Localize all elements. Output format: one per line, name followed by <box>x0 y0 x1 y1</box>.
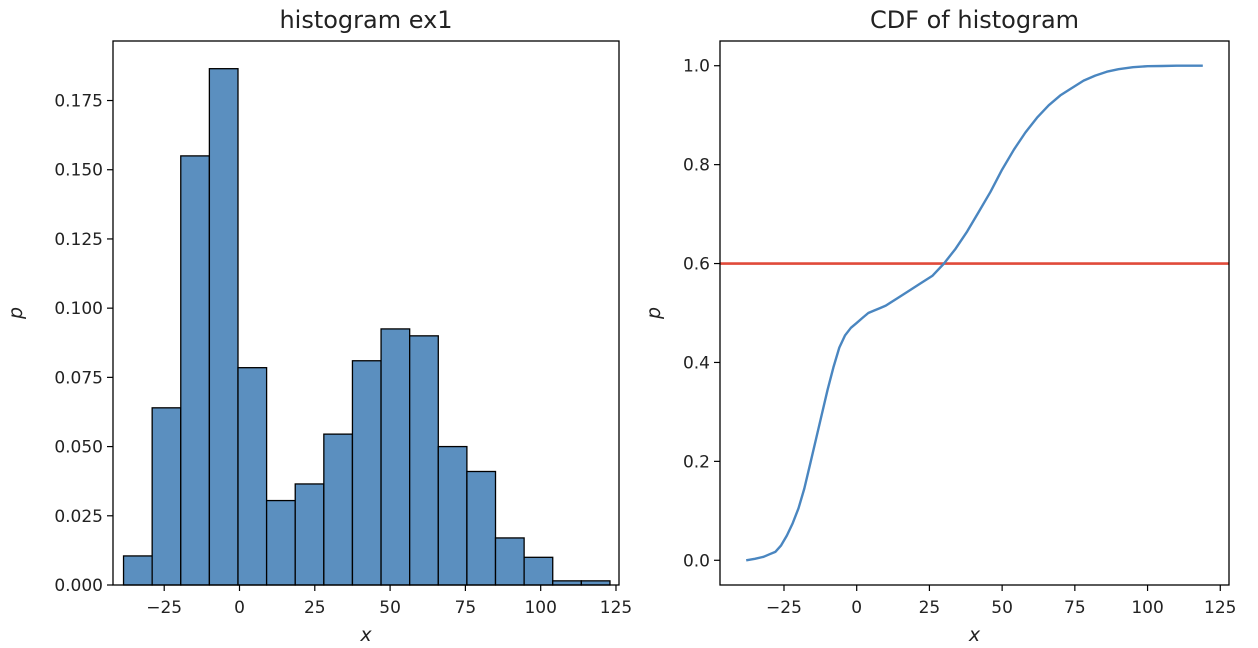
histogram-bar-1 <box>151 407 182 586</box>
y-tick-label: 0.100 <box>54 299 103 319</box>
axes-frame <box>112 40 620 586</box>
chart-title: histogram ex1 <box>279 6 452 34</box>
x-axis-label: x <box>968 624 981 646</box>
histogram-bar-3 <box>208 68 239 586</box>
histogram-bar-13 <box>494 537 525 586</box>
histogram-bar-14 <box>523 556 554 586</box>
y-tick-label: 0.025 <box>54 507 103 527</box>
histogram-bar-4 <box>237 367 268 586</box>
y-tick-label: 0.175 <box>54 92 103 112</box>
histogram-bar-10 <box>409 335 439 586</box>
y-tick-label: 0.0 <box>683 551 710 571</box>
x-tick-label: 100 <box>524 598 556 618</box>
y-tick-label: 0.050 <box>54 438 103 458</box>
histogram-bar-0 <box>122 555 153 586</box>
y-tick-label: 0.6 <box>683 255 710 275</box>
histogram-bar-9 <box>380 328 411 586</box>
y-axis-label: p <box>643 307 665 320</box>
x-tick-label: 50 <box>991 598 1013 618</box>
x-tick-label: 50 <box>379 598 401 618</box>
y-tick-label: 0.000 <box>54 576 103 596</box>
y-tick-label: 0.125 <box>54 230 103 250</box>
histogram-bar-8 <box>351 360 382 586</box>
axes-frame <box>719 40 1230 586</box>
cdf-line <box>745 64 1203 562</box>
x-axis-label: x <box>359 624 372 646</box>
histogram-bar-12 <box>466 470 497 586</box>
y-axis-label: p <box>5 307 27 320</box>
histogram-bar-6 <box>294 483 325 586</box>
x-tick-label: 125 <box>1204 598 1236 618</box>
y-tick-label: 1.0 <box>683 57 710 77</box>
y-tick-label: 0.4 <box>683 353 710 373</box>
cdf-panel: −25 0 25 50 75 100 125 0.0 0.2 0.4 0.6 0.8 1.0 CDF of… <box>643 6 1237 646</box>
x-tick-label: 75 <box>455 598 477 618</box>
x-tick-label: 25 <box>919 598 941 618</box>
histogram-bar-11 <box>437 445 468 586</box>
x-tick-label: 0 <box>851 598 862 618</box>
y-tick-label: 0.8 <box>683 156 710 176</box>
x-tick-label: 125 <box>600 598 632 618</box>
x-tick-label: 75 <box>1064 598 1086 618</box>
x-tick-label: 25 <box>304 598 326 618</box>
histogram-panel: −25 0 25 50 75 100 125 0.000 0.025 0.050 0.075 0.10… <box>5 6 632 646</box>
x-tick-label: −25 <box>766 598 802 618</box>
x-tick-label: 100 <box>1131 598 1163 618</box>
histogram-bar-5 <box>265 499 296 586</box>
y-tick-label: 0.075 <box>54 368 103 388</box>
histogram-bar-2 <box>180 155 211 586</box>
x-tick-label: 0 <box>234 598 245 618</box>
x-tick-label: −25 <box>146 598 182 618</box>
y-tick-label: 0.150 <box>54 161 103 181</box>
y-tick-label: 0.2 <box>683 452 710 472</box>
histogram-bar-7 <box>323 433 354 586</box>
chart-title: CDF of histogram <box>870 6 1079 34</box>
